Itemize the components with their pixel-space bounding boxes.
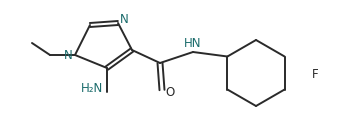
Text: H₂N: H₂N — [81, 81, 103, 95]
Text: O: O — [165, 86, 175, 100]
Text: N: N — [64, 49, 72, 61]
Text: N: N — [120, 13, 128, 25]
Text: F: F — [312, 69, 318, 81]
Text: HN: HN — [184, 37, 202, 49]
